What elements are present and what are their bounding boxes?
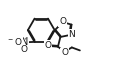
Text: N: N <box>21 37 29 47</box>
Text: O: O <box>61 48 68 57</box>
Text: $^+$: $^+$ <box>23 37 29 42</box>
Text: O: O <box>44 41 51 50</box>
Text: O: O <box>59 17 66 26</box>
Text: N: N <box>68 30 75 39</box>
Text: O: O <box>21 45 28 54</box>
Text: $^-$O: $^-$O <box>6 36 22 47</box>
